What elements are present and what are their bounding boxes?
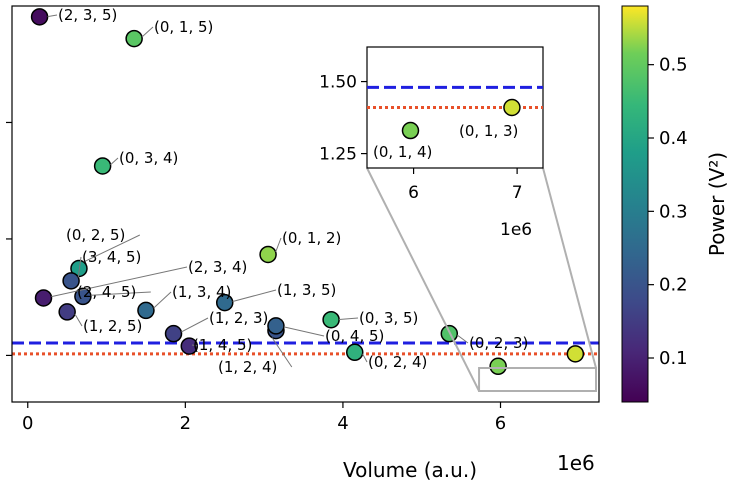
x-axis-label: Volume (a.u.) (343, 458, 477, 482)
scatter-point (74, 287, 92, 306)
annotation-leader (191, 344, 198, 347)
colorbar-tick-label: 0.2 (659, 275, 688, 296)
annotation-leader (47, 14, 58, 18)
point-label: (0, 2, 4) (368, 353, 427, 371)
annotation-leader (90, 291, 151, 296)
point-label: (2, 3, 4) (188, 258, 247, 276)
scatter-point (58, 303, 76, 321)
point-label: (3, 4, 5) (82, 248, 141, 266)
scatter-point (93, 157, 112, 175)
annotation-leader (110, 157, 119, 166)
annotation-leader (51, 266, 188, 298)
x-offset-text: 1e6 (557, 451, 595, 475)
inset-point-label: (0, 1, 4) (373, 143, 432, 161)
scatter-point (180, 337, 199, 355)
x-tick-label: 6 (495, 413, 506, 434)
point-label: (0, 2, 5) (66, 226, 125, 244)
colorbar-label: Power (V²) (705, 152, 729, 256)
inset-plot: (0, 1, 4) (0, 1, 3) 6 7 1e6 1.25 1.50 (319, 46, 597, 392)
annotation-leader (74, 313, 83, 327)
point-label: (0, 2, 3) (469, 334, 528, 352)
inset-connector (542, 167, 597, 369)
annotation-leader (153, 291, 172, 309)
inset-x-offset-text: 1e6 (500, 220, 532, 240)
annotation-leader (232, 289, 277, 302)
point-label: (0, 3, 4) (119, 149, 178, 167)
annotation-leader (181, 317, 209, 333)
scatter-point (215, 293, 234, 312)
annotation-leader (339, 317, 359, 320)
point-label: (1, 3, 5) (277, 281, 336, 299)
plot-frame (11, 5, 600, 403)
annotation-leader (362, 353, 368, 363)
point-label: (1, 2, 4) (218, 358, 277, 376)
point-label: (1, 2, 5) (83, 317, 142, 335)
annotations: (2, 3, 5)(0, 1, 5)(0, 3, 4)(0, 1, 2)(0, … (47, 6, 597, 392)
point-label: (0, 3, 5) (359, 309, 418, 327)
point-label: (1, 3, 4) (172, 283, 231, 301)
point-label: (2, 3, 5) (58, 6, 117, 24)
inset-point-label: (0, 1, 3) (459, 122, 518, 140)
colorbar: 0.1 0.2 0.3 0.4 0.5 (621, 5, 688, 403)
x-tick-label: 4 (337, 413, 348, 434)
annotation-leader (283, 326, 325, 337)
scatter-point (137, 301, 155, 320)
scatter-point (30, 8, 49, 26)
scatter-point (267, 317, 285, 335)
colorbar-tick-label: 0.5 (659, 55, 688, 76)
inset-point (401, 121, 420, 140)
inset-y-tick-label: 1.50 (319, 73, 357, 93)
inset-x-tick-label: 6 (408, 183, 419, 203)
main-plot (12, 8, 599, 376)
scatter-point (62, 272, 80, 290)
colorbar-tick-label: 0.4 (659, 128, 688, 149)
colorbar-gradient (621, 5, 649, 403)
colorbar-tick-label: 0.3 (659, 201, 688, 222)
scatter-point (259, 245, 277, 264)
x-tick-label: 0 (22, 413, 33, 434)
scatter-point (566, 345, 585, 363)
point-label: (0, 1, 2) (282, 229, 341, 247)
point-label: (1, 4, 5) (193, 336, 252, 354)
colorbar-tick-label: 0.1 (659, 348, 688, 369)
annotation-leader (141, 26, 154, 38)
annotation-leader (271, 337, 293, 368)
x-tick-label: 2 (180, 413, 191, 434)
scatter-point (125, 29, 143, 48)
inset-x-tick-label: 7 (512, 183, 523, 203)
main-axes: 0 2 4 6 (6, 5, 600, 434)
point-label: (2, 4, 5) (77, 283, 136, 301)
scatter-point (322, 310, 340, 329)
annotation-leader (83, 234, 141, 263)
inset-connector (366, 167, 480, 392)
inset-point (503, 98, 521, 117)
annotation-leader (456, 334, 469, 344)
scatter-point (34, 289, 53, 307)
point-label: (1, 2, 3) (209, 309, 268, 327)
scatter-point (489, 357, 507, 376)
zoom-region (478, 367, 597, 392)
point-label: (0, 1, 5) (154, 18, 213, 36)
scatter-point (345, 343, 364, 362)
point-label: (0, 4, 5) (325, 327, 384, 345)
scatter-point (164, 324, 183, 343)
inset-y-tick-label: 1.25 (319, 145, 357, 165)
annotation-leader (77, 256, 82, 278)
annotation-leader (275, 237, 282, 253)
